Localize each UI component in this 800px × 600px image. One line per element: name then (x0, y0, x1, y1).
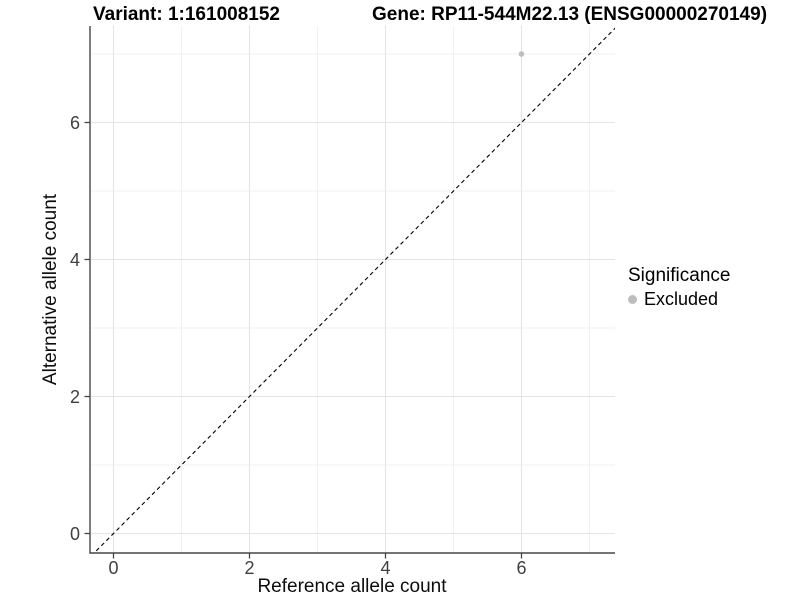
legend-title: Significance (628, 265, 731, 286)
y-tick-label: 4 (70, 250, 80, 270)
x-tick-label: 2 (244, 558, 254, 578)
legend-entry-label: Excluded (644, 289, 719, 309)
identity-reference-line (93, 27, 615, 553)
y-axis-title: Alternative allele count (40, 193, 61, 385)
legend-entry-excluded: Excluded (628, 289, 730, 309)
legend: Significance Excluded (628, 265, 730, 309)
y-tick-label: 6 (70, 113, 80, 133)
axis-tick-labels: 0 2 4 6 0 2 4 6 (70, 113, 527, 578)
y-tick-label: 2 (70, 387, 80, 407)
gridlines-minor (90, 26, 615, 553)
data-points (518, 51, 525, 57)
y-tick-label: 0 (70, 524, 80, 544)
x-tick-label: 0 (108, 558, 118, 578)
axis-ticks (84, 121, 523, 559)
x-tick-label: 6 (516, 558, 526, 578)
x-tick-label: 4 (380, 558, 390, 578)
gridlines-major (90, 26, 615, 553)
gene-title: Gene: RP11-544M22.13 (ENSG00000270149) (372, 4, 768, 25)
excluded-point-icon (628, 294, 637, 304)
variant-title: Variant: 1:161008152 (93, 4, 280, 25)
plot-titles: Variant: 1:161008152 Gene: RP11-544M22.1… (0, 4, 800, 30)
x-axis-title: Reference allele count (257, 576, 447, 597)
data-point (518, 51, 525, 57)
